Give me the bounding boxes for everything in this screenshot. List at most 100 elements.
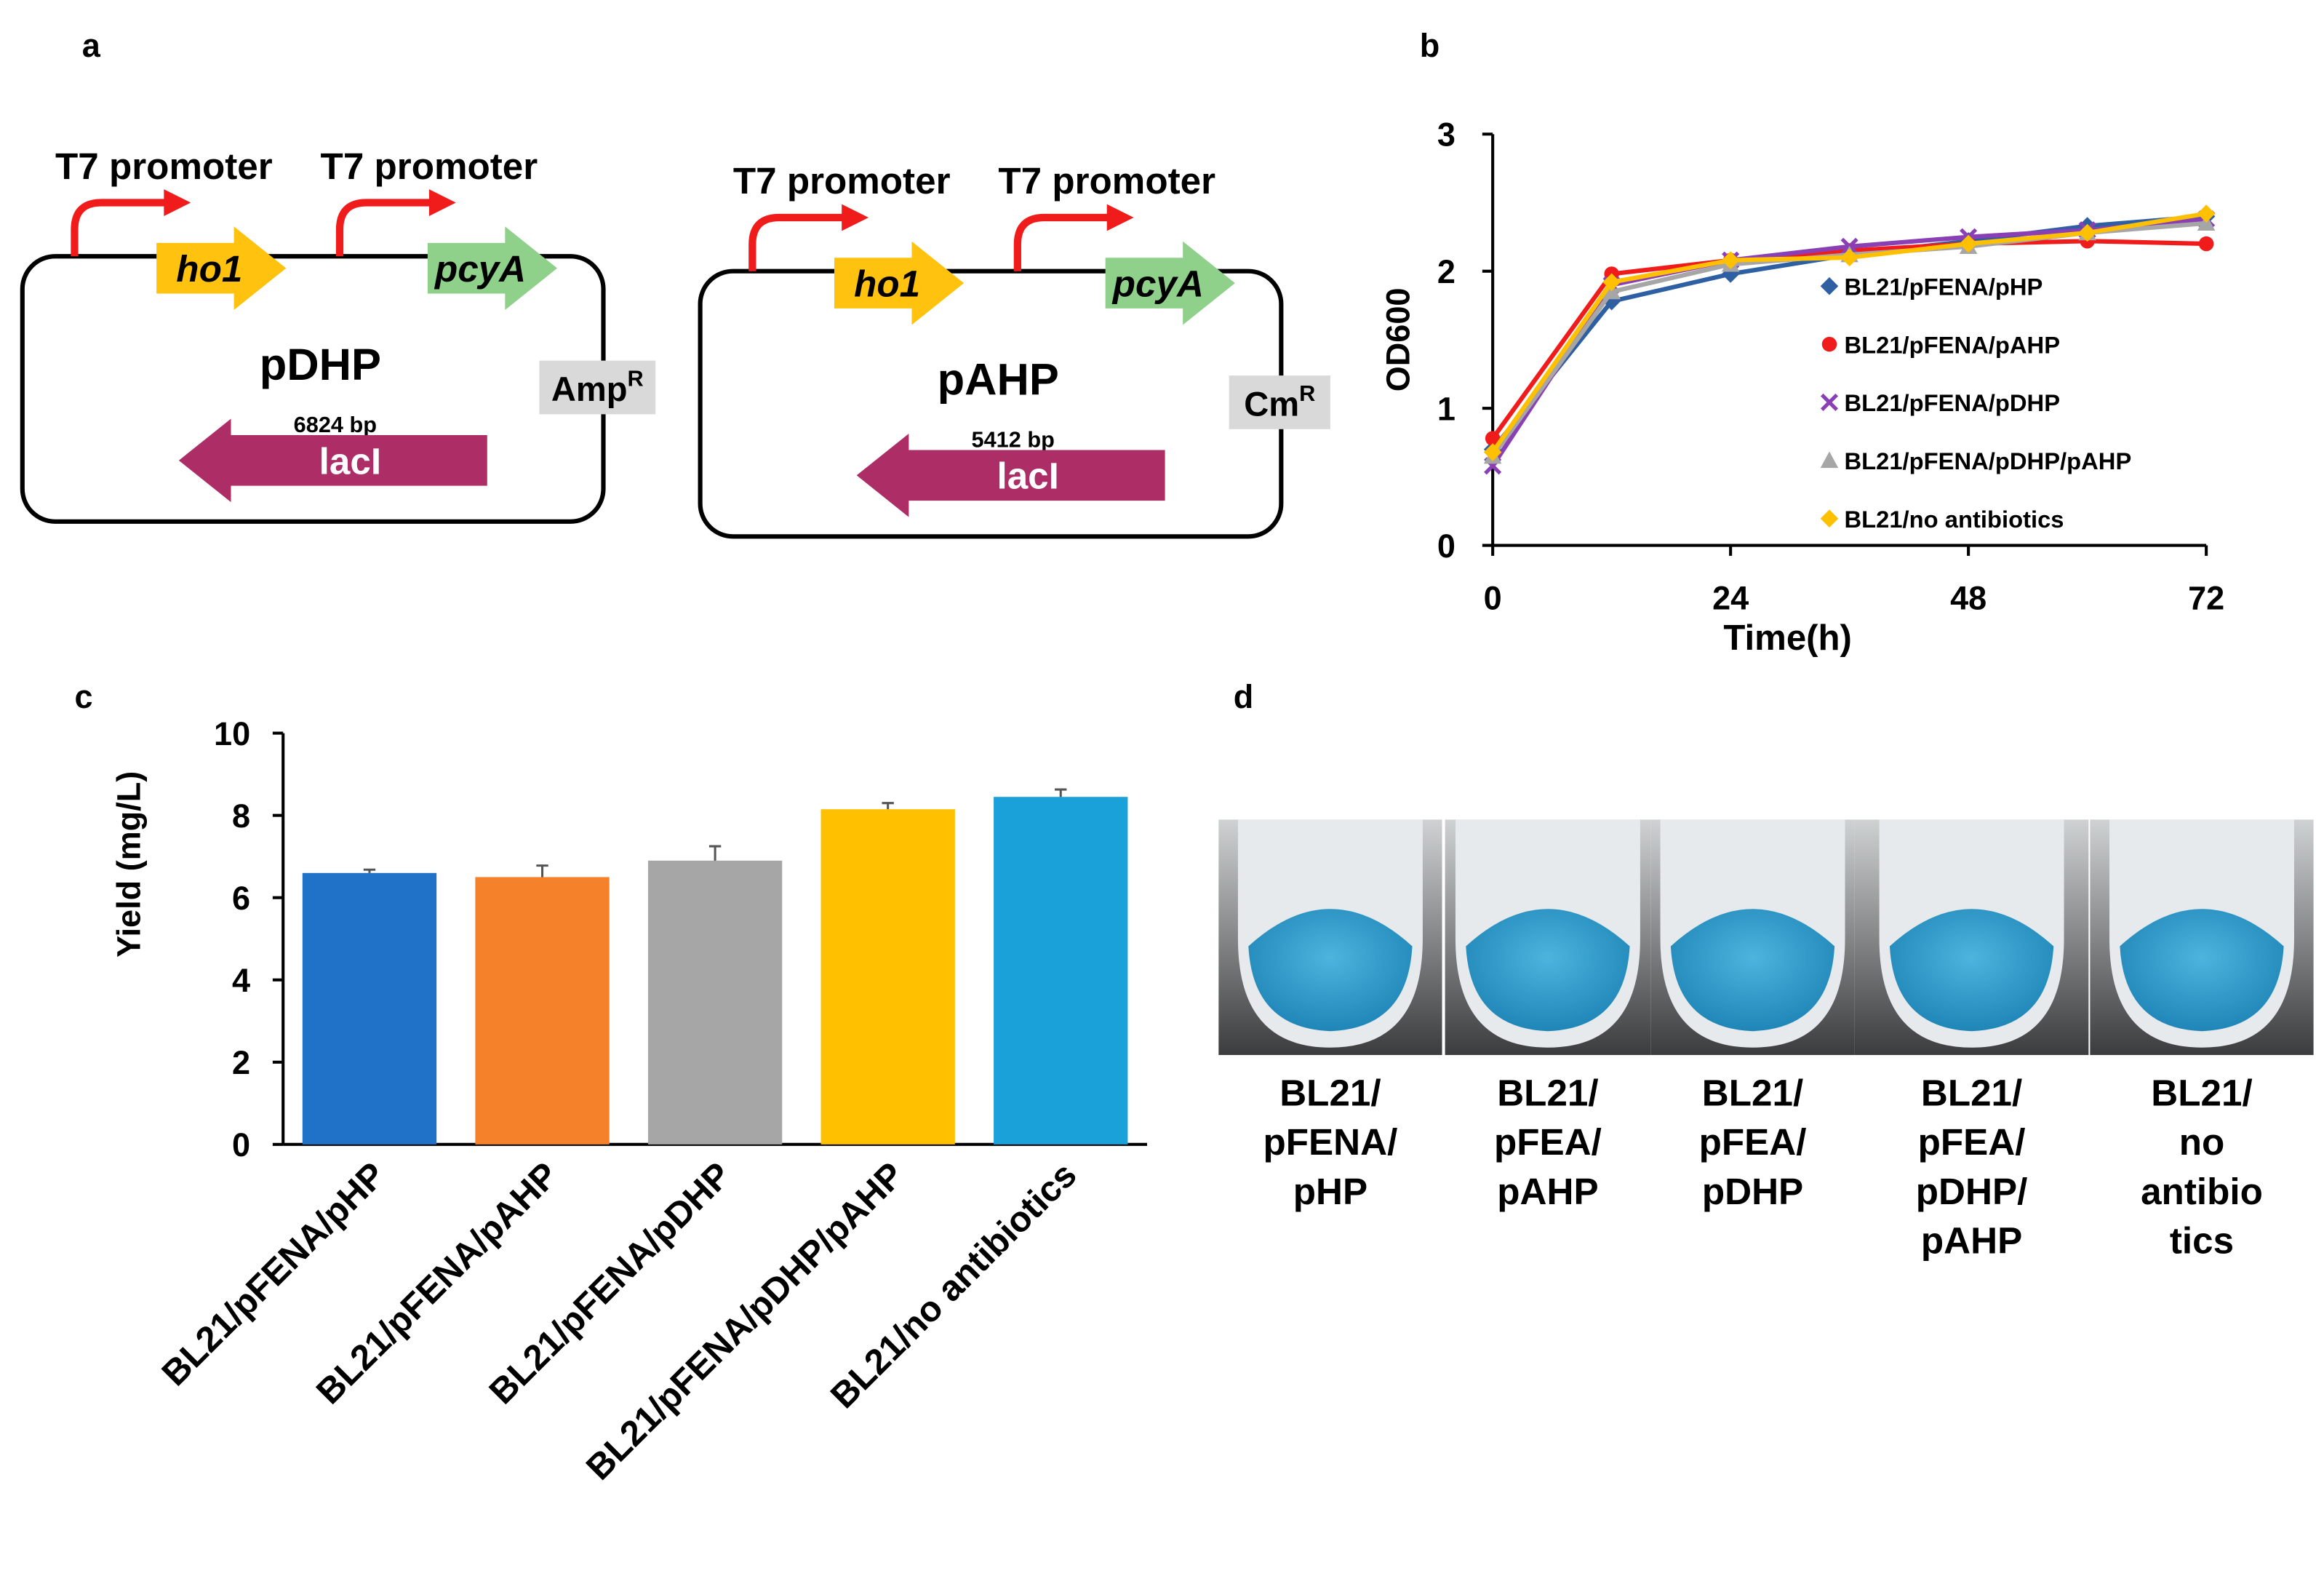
repressor-arrow [178,418,487,503]
panel-label: d [1234,678,1254,715]
resistance-sup: R [1299,381,1315,406]
photo-label: BL21/ [2151,1072,2252,1114]
error-bar [708,845,722,861]
promoter-arrow [335,199,432,257]
photo-label: pHP [1293,1171,1367,1212]
promoter-arrowhead [842,204,869,231]
photo-label: pAHP [1921,1219,2022,1261]
y-tick-label: 3 [1437,116,1456,154]
x-tick-label: BL21/pFENA/pDHP/pAHP [579,1155,911,1487]
photo-label: antibio [2141,1171,2263,1212]
gene-label: pcyA [1111,263,1204,305]
repressor-arrow [856,433,1165,517]
promoter-arrow [1013,213,1110,271]
bar [302,872,437,1145]
y-tick-label: 0 [232,1126,250,1163]
marker [1485,431,1501,446]
bar [475,877,610,1145]
marker [1820,509,1839,528]
marker [1483,443,1502,461]
x-axis-label: Time(h) [1723,618,1852,658]
gene-label: pcyA [434,248,526,290]
photo-label: pDHP/ [1916,1171,2028,1212]
legend-label: BL21/no antibiotics [1844,506,2064,533]
y-tick-label: 1 [1437,391,1456,428]
resistance-gene: Amp [551,370,628,408]
photo-label: pFEA/ [1494,1121,1602,1163]
resistance-box [539,360,656,415]
photo-label: pDHP [1702,1171,1803,1212]
photo-label: BL21/ [1921,1072,2022,1114]
photo-label: pFEA/ [1699,1121,1807,1163]
promoter-arrowhead [1106,204,1134,231]
gene-label: ho1 [854,263,920,305]
marker [1602,273,1621,292]
y-axis-label: Yield (mg/L) [111,771,148,958]
promoter-arrowhead [164,189,191,216]
promoter-label: T7 promoter [55,146,273,187]
resistance-label: AmpR [551,365,644,407]
marker [2197,204,2216,223]
error-bar [536,864,548,877]
x-tick-label: 48 [1950,580,1986,617]
y-tick-label: 2 [1437,253,1456,290]
repressor-label: lacI [997,455,1058,497]
culture [1466,909,1630,1032]
y-tick-label: 2 [232,1044,250,1081]
promoter-label: T7 promoter [998,160,1215,202]
repressor-label: lacI [319,440,381,482]
photo-label: pFEA/ [1918,1121,2026,1163]
culture [2120,909,2284,1032]
legend-label: BL21/pFENA/pAHP [1844,331,2060,358]
gene-arrow [156,226,287,310]
plasmid-name: pDHP [260,340,381,390]
culture [1248,909,1413,1032]
error-bar [1055,788,1067,797]
gene-arrow [834,241,965,325]
plasmid-size: 6824 bp [294,412,377,437]
photo-label: BL21/ [1497,1072,1598,1114]
legend-label: BL21/pFENA/pDHP/pAHP [1844,447,2131,474]
culture [1670,909,1835,1032]
bar [647,860,783,1145]
marker [2198,236,2214,252]
photo-label: BL21/ [1702,1072,1803,1114]
marker [1820,276,1839,295]
y-tick-label: 0 [1437,528,1456,565]
photo-label: pFENA/ [1263,1121,1397,1163]
promoter-label: T7 promoter [733,160,951,202]
resistance-sup: R [628,365,644,391]
marker [1820,451,1839,469]
resistance-label: CmR [1244,381,1315,423]
resistance-gene: Cm [1244,384,1299,423]
y-tick-label: 8 [232,797,250,835]
photo-label: no [2179,1121,2225,1163]
panel-label: b [1420,27,1440,64]
y-axis-label: OD600 [1379,288,1416,392]
x-tick-label: 0 [1484,580,1502,617]
error-bar [882,802,894,810]
y-tick-label: 10 [214,715,250,752]
photo-label: BL21/ [1279,1072,1381,1114]
culture [1889,909,2054,1032]
resistance-box [1229,375,1330,429]
gene-label: ho1 [176,248,242,290]
marker [1821,336,1837,352]
panel-label: c [74,678,92,715]
promoter-arrow [748,213,845,271]
panel-label: a [82,27,101,64]
plasmid-name: pAHP [938,355,1059,405]
error-bar [363,868,376,873]
promoter-label: T7 promoter [321,146,538,187]
y-tick-label: 4 [232,962,250,999]
promoter-arrow [71,199,167,257]
plasmid-size: 5412 bp [972,426,1055,452]
gene-arrow [1105,241,1235,325]
x-tick-label: 72 [2188,580,2224,617]
x-tick-label: 24 [1712,580,1749,617]
legend-label: BL21/pFENA/pDHP [1844,389,2060,416]
y-tick-label: 6 [232,880,250,917]
promoter-arrowhead [428,189,456,216]
gene-arrow [427,226,558,310]
